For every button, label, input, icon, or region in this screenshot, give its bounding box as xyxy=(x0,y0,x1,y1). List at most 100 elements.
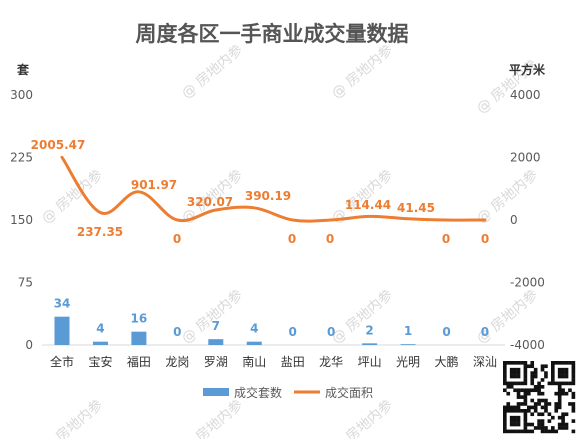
qr-module xyxy=(503,426,507,430)
qr-module xyxy=(540,419,545,423)
qr-module xyxy=(571,391,576,396)
qr-module xyxy=(540,391,545,396)
x-axis-category-label: 坪山 xyxy=(358,355,382,369)
watermark-text: @ 房地内参 xyxy=(473,166,541,227)
bar-data-label: 34 xyxy=(54,297,71,311)
qr-module xyxy=(537,391,541,396)
qr-module xyxy=(516,367,521,372)
qr-module xyxy=(516,381,521,386)
qr-module xyxy=(503,388,507,393)
qr-module xyxy=(520,409,524,413)
right-axis-ticks: -4000 -2000 0 2000 4000 xyxy=(510,88,545,352)
qr-module xyxy=(530,429,535,434)
qr-module xyxy=(557,388,562,393)
qr-module xyxy=(533,405,538,410)
qr-module xyxy=(506,402,511,406)
qr-module xyxy=(520,429,524,434)
qr-module xyxy=(537,419,541,423)
qr-module xyxy=(571,381,576,386)
qr-module xyxy=(568,361,572,365)
qr-module xyxy=(537,412,541,417)
qr-module xyxy=(509,371,514,375)
qr-module xyxy=(527,391,531,396)
qr-module xyxy=(540,398,545,403)
qr-module xyxy=(547,419,552,423)
qr-module xyxy=(509,361,514,365)
qr-module xyxy=(561,371,565,375)
qr-module xyxy=(568,402,572,406)
qr-module xyxy=(564,381,569,386)
qr-module xyxy=(520,361,524,365)
qr-module xyxy=(561,374,565,379)
bar-data-label: 2 xyxy=(365,323,373,337)
qr-module xyxy=(537,388,541,393)
watermark-text: @ 房地内参 xyxy=(178,396,246,439)
qr-module xyxy=(557,395,562,399)
qr-module xyxy=(503,419,507,423)
qr-module xyxy=(537,398,541,403)
qr-module xyxy=(571,409,576,413)
qr-module xyxy=(520,402,524,406)
qr-module xyxy=(509,429,514,434)
left-axis-tick-label: 150 xyxy=(10,213,33,227)
legend-label-line: 成交面积 xyxy=(325,385,373,400)
qr-module xyxy=(547,412,552,417)
bar-data-label: 0 xyxy=(173,325,181,339)
right-axis-tick-label: 2000 xyxy=(510,151,541,165)
qr-module xyxy=(571,405,576,410)
x-axis-category-label: 龙华 xyxy=(319,355,343,369)
qr-module xyxy=(557,415,562,420)
bar-data-label: 0 xyxy=(442,325,450,339)
qr-module xyxy=(523,391,528,396)
qr-module xyxy=(571,361,576,365)
qr-module xyxy=(564,391,569,396)
bar xyxy=(92,341,108,345)
qr-module xyxy=(554,391,559,396)
qr-module xyxy=(527,405,531,410)
qr-module xyxy=(509,422,514,427)
qr-module xyxy=(568,381,572,386)
line-data-label: 0 xyxy=(173,232,181,246)
qr-module xyxy=(561,381,565,386)
qr-module xyxy=(564,422,569,427)
qr-module xyxy=(520,395,524,399)
qr-module xyxy=(503,371,507,375)
qr-module xyxy=(523,364,528,369)
qr-module xyxy=(530,374,535,379)
bar-series xyxy=(54,316,416,345)
qr-module xyxy=(520,381,524,386)
qr-module xyxy=(516,402,521,406)
line-data-label: 0 xyxy=(326,232,334,246)
bar-data-labels: 34 4 16 0 7 4 0 0 2 1 0 0 xyxy=(54,297,489,339)
qr-module xyxy=(544,409,548,413)
qr-module xyxy=(503,409,507,413)
qr-module xyxy=(503,367,507,372)
qr-module xyxy=(516,419,521,423)
qr-module xyxy=(509,405,514,410)
qr-module xyxy=(527,422,531,427)
qr-module xyxy=(513,405,517,410)
qr-module xyxy=(561,415,565,420)
bar xyxy=(131,331,147,345)
qr-module xyxy=(544,398,548,403)
qr-module xyxy=(561,419,565,423)
x-axis-category-label: 光明 xyxy=(396,355,420,369)
qr-module xyxy=(516,371,521,375)
qr-module xyxy=(557,422,562,427)
right-axis-tick-label: 0 xyxy=(510,213,518,227)
qr-module xyxy=(527,409,531,413)
qr-module xyxy=(557,381,562,386)
qr-module xyxy=(557,426,562,430)
bar-data-label: 7 xyxy=(212,319,220,333)
left-axis-tick-label: 300 xyxy=(10,88,33,102)
bar xyxy=(54,316,70,345)
qr-module xyxy=(513,422,517,427)
line-data-label: 114.44 xyxy=(345,198,391,212)
qr-module xyxy=(561,426,565,430)
qr-module xyxy=(551,371,555,375)
qr-module xyxy=(523,367,528,372)
qr-code-image xyxy=(503,361,576,434)
qr-module xyxy=(551,381,555,386)
qr-module xyxy=(530,364,535,369)
x-axis-tick-labels: 全市 宝安 福田 龙岗 罗湖 南山 盐田 龙华 坪山 光明 大鹏 深汕 xyxy=(50,354,497,369)
